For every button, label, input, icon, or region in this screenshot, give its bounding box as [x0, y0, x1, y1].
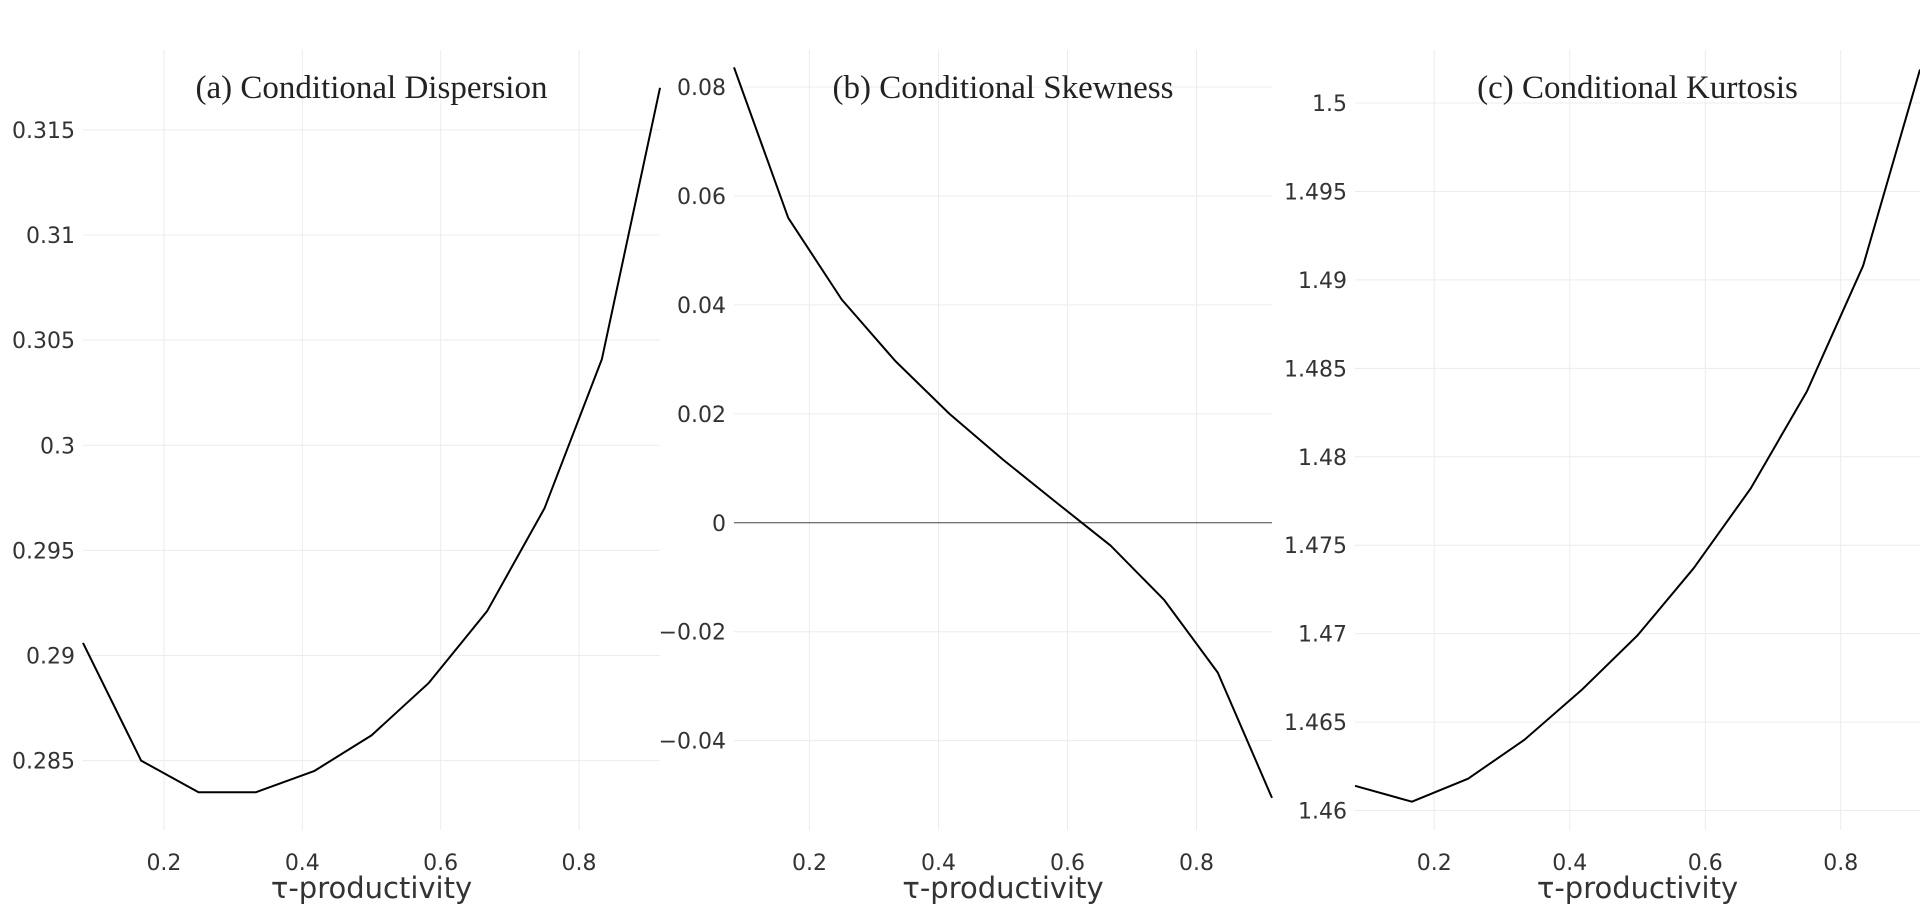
x-axis-label: τ-productivity: [902, 871, 1103, 905]
chart-title: (b) Conditional Skewness: [833, 70, 1174, 106]
x-tick-label: 0.2: [792, 851, 827, 876]
x-tick-label: 0.4: [921, 851, 956, 876]
y-tick-label: 0.06: [677, 185, 726, 210]
x-axis-label: τ-productivity: [1537, 871, 1738, 905]
y-tick-label: 0.3: [40, 434, 75, 459]
chart-title: (c) Conditional Kurtosis: [1477, 70, 1798, 106]
x-tick-label: 0.8: [1823, 851, 1858, 876]
y-tick-label: 0.29: [26, 644, 75, 669]
y-tick-label: 1.475: [1284, 534, 1347, 559]
y-tick-label: 1.485: [1284, 357, 1347, 382]
x-tick-label: 0.6: [1688, 851, 1723, 876]
y-tick-label: 1.46: [1298, 800, 1347, 825]
y-tick-label: 1.5: [1312, 92, 1347, 117]
x-axis-label: τ-productivity: [271, 871, 472, 905]
y-tick-label: 1.465: [1284, 711, 1347, 736]
y-tick-label: 0.305: [12, 329, 75, 354]
y-tick-label: 0.02: [677, 403, 726, 428]
x-tick-label: 0.6: [423, 851, 458, 876]
series-line: [1354, 69, 1920, 803]
x-tick-label: 0.8: [562, 851, 597, 876]
chart-title: (a) Conditional Dispersion: [196, 70, 548, 106]
x-tick-label: 0.6: [1050, 851, 1085, 876]
y-tick-label: 0.315: [12, 119, 75, 144]
y-tick-label: 0.31: [26, 224, 75, 249]
x-tick-label: 0.2: [1417, 851, 1452, 876]
series-line: [733, 67, 1273, 799]
y-tick-label: 1.49: [1298, 269, 1347, 294]
x-tick-label: 0.2: [146, 851, 181, 876]
y-tick-label: −0.02: [659, 621, 726, 646]
x-tick-label: 0.4: [285, 851, 320, 876]
y-tick-label: 1.47: [1298, 623, 1347, 648]
y-tick-label: 0.04: [677, 294, 726, 319]
y-tick-label: 0: [712, 512, 726, 537]
y-tick-label: −0.04: [659, 730, 726, 755]
x-tick-label: 0.8: [1179, 851, 1214, 876]
y-tick-label: 1.495: [1284, 180, 1347, 205]
series-line: [82, 87, 661, 794]
y-tick-label: 0.295: [12, 539, 75, 564]
y-tick-label: 0.08: [677, 76, 726, 101]
y-tick-label: 0.285: [12, 750, 75, 775]
y-tick-label: 1.48: [1298, 446, 1347, 471]
x-tick-label: 0.4: [1552, 851, 1587, 876]
